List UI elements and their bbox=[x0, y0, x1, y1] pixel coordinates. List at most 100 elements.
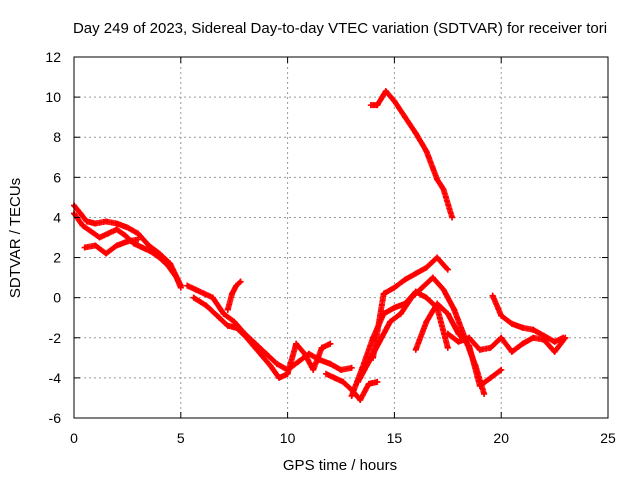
y-tick-label: 0 bbox=[53, 290, 61, 306]
data-point bbox=[498, 366, 505, 373]
data-point bbox=[391, 98, 398, 105]
data-point bbox=[481, 390, 488, 397]
data-point bbox=[77, 210, 84, 217]
data-point bbox=[83, 218, 90, 225]
data-point bbox=[560, 334, 567, 341]
data-point bbox=[487, 344, 494, 351]
data-point bbox=[357, 396, 364, 403]
data-point bbox=[444, 344, 451, 351]
data-point bbox=[156, 254, 163, 261]
data-point bbox=[96, 234, 103, 241]
data-point bbox=[147, 248, 154, 255]
data-point bbox=[164, 262, 171, 269]
data-point bbox=[190, 294, 197, 301]
data-point bbox=[423, 318, 430, 325]
data-point bbox=[92, 220, 99, 227]
data-point bbox=[487, 374, 494, 381]
y-tick-label: -6 bbox=[49, 410, 62, 426]
data-point bbox=[216, 314, 223, 321]
y-tick-label: 10 bbox=[45, 89, 61, 105]
data-point bbox=[103, 250, 110, 257]
data-point bbox=[519, 324, 526, 331]
data-point bbox=[203, 302, 210, 309]
data-point bbox=[508, 320, 515, 327]
data-point bbox=[498, 312, 505, 319]
data-point bbox=[135, 230, 142, 237]
data-point bbox=[340, 378, 347, 385]
data-point bbox=[466, 334, 473, 341]
data-point bbox=[231, 318, 238, 325]
y-tick-label: -2 bbox=[49, 330, 62, 346]
data-point bbox=[229, 290, 236, 297]
data-point bbox=[301, 350, 308, 357]
data-point bbox=[508, 348, 515, 355]
y-axis-title: SDTVAR / TECUs bbox=[7, 178, 24, 298]
series-trail bbox=[81, 236, 142, 257]
series-track-e bbox=[190, 294, 334, 381]
data-point bbox=[374, 378, 381, 385]
series-track-f bbox=[224, 278, 244, 313]
y-tick-label: 12 bbox=[45, 49, 61, 65]
data-point bbox=[233, 324, 240, 331]
data-point bbox=[318, 344, 325, 351]
data-point bbox=[367, 102, 374, 109]
data-point bbox=[135, 236, 142, 243]
data-point bbox=[444, 310, 451, 317]
y-tick-label: 8 bbox=[53, 129, 61, 145]
data-point bbox=[434, 176, 441, 183]
tick-layer: 0 5 10 15 20 25 -6 -4 -2 0 2 4 6 8 10 12 bbox=[45, 49, 616, 446]
data-point bbox=[263, 350, 270, 357]
data-point bbox=[327, 360, 334, 367]
data-point bbox=[551, 338, 558, 345]
data-point bbox=[391, 304, 398, 311]
data-point bbox=[476, 382, 483, 389]
data-point bbox=[440, 286, 447, 293]
series-track-k bbox=[367, 88, 456, 221]
data-point bbox=[444, 330, 451, 337]
data-point bbox=[267, 362, 274, 369]
series-trail bbox=[367, 88, 456, 221]
data-point bbox=[224, 322, 231, 329]
data-point bbox=[423, 148, 430, 155]
data-point bbox=[103, 218, 110, 225]
data-point bbox=[224, 306, 231, 313]
data-point bbox=[355, 378, 362, 385]
data-point bbox=[348, 392, 355, 399]
data-point bbox=[444, 266, 451, 273]
data-point bbox=[402, 114, 409, 121]
data-point bbox=[250, 342, 257, 349]
data-point bbox=[124, 224, 131, 231]
data-point bbox=[380, 290, 387, 297]
series-track-d bbox=[184, 282, 355, 373]
data-point bbox=[192, 286, 199, 293]
x-tick-label: 15 bbox=[387, 430, 403, 446]
data-point bbox=[105, 230, 112, 237]
data-point bbox=[124, 238, 131, 245]
data-point bbox=[387, 318, 394, 325]
y-tick-label: 4 bbox=[53, 209, 61, 225]
data-point bbox=[498, 334, 505, 341]
data-point bbox=[365, 380, 372, 387]
data-point bbox=[284, 370, 291, 377]
data-point bbox=[81, 244, 88, 251]
data-point bbox=[88, 228, 95, 235]
series-track-n bbox=[489, 292, 567, 345]
x-tick-label: 10 bbox=[280, 430, 296, 446]
chart-title: Day 249 of 2023, Sidereal Day-to-day VTE… bbox=[73, 20, 607, 37]
data-point bbox=[423, 264, 430, 271]
data-point bbox=[551, 348, 558, 355]
x-tick-label: 0 bbox=[70, 430, 78, 446]
plot-frame bbox=[73, 56, 609, 419]
data-point bbox=[113, 220, 120, 227]
data-point bbox=[113, 226, 120, 233]
data-point bbox=[220, 310, 227, 317]
data-point bbox=[233, 282, 240, 289]
data-point bbox=[489, 292, 496, 299]
data-point bbox=[412, 346, 419, 353]
series-track-m bbox=[444, 330, 569, 355]
series-track-c bbox=[81, 236, 142, 257]
data-point bbox=[540, 332, 547, 339]
data-point bbox=[237, 278, 244, 285]
data-point bbox=[370, 354, 377, 361]
